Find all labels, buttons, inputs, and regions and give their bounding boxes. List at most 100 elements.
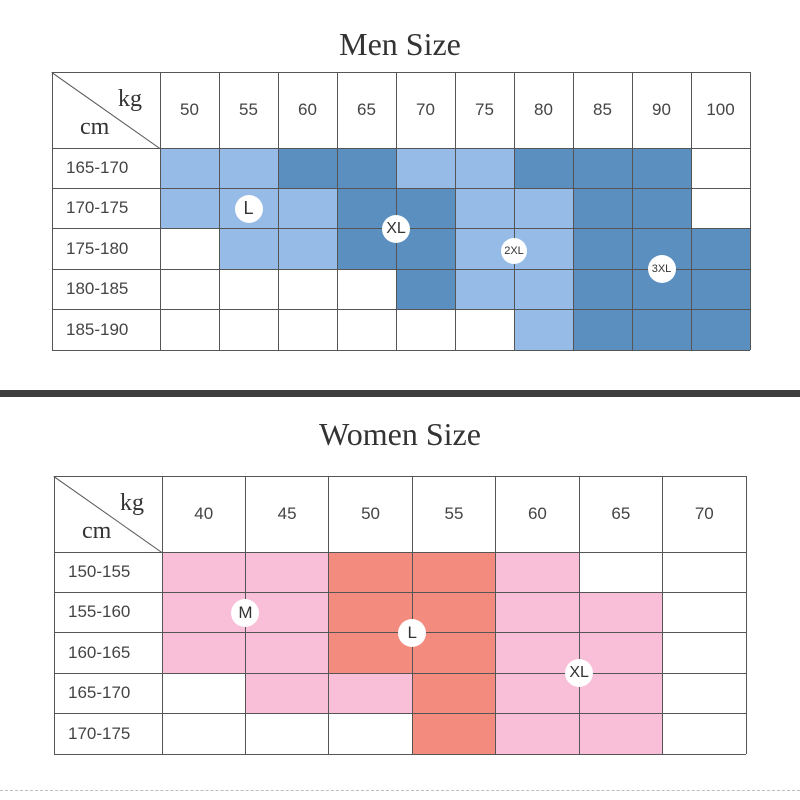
weight-column-header: 80 xyxy=(534,100,553,119)
grid-line-vertical xyxy=(513,72,515,350)
size-cell xyxy=(160,228,219,270)
size-cell xyxy=(219,228,278,270)
size-badge: XL xyxy=(382,214,410,243)
grid-line-vertical xyxy=(161,476,163,754)
size-cell xyxy=(514,269,573,310)
size-cell xyxy=(691,228,750,270)
size-cell xyxy=(328,673,413,714)
grid-line-vertical xyxy=(578,476,580,754)
height-row-label: 170-175 xyxy=(68,723,131,743)
size-cell xyxy=(579,632,663,674)
weight-unit-label: kg xyxy=(118,86,142,112)
weight-column-header: 40 xyxy=(194,504,214,523)
size-cell xyxy=(579,673,663,714)
size-cell xyxy=(412,592,496,633)
size-cell xyxy=(455,148,514,189)
size-cell xyxy=(579,713,663,754)
men-size-chart: kg cm 50 55 60 65 70 75 80 85 90 100 165-170 170-175 1… xyxy=(51,71,751,351)
grid-line-vertical xyxy=(572,72,574,350)
size-cell xyxy=(328,592,413,633)
height-unit-label: cm xyxy=(82,518,112,544)
weight-column-header: 60 xyxy=(298,100,317,119)
size-cell xyxy=(662,592,746,633)
size-cell xyxy=(337,269,396,310)
grid-line-vertical xyxy=(662,476,664,754)
height-row-label: 165-170 xyxy=(66,158,129,177)
grid-line-horizontal xyxy=(52,147,750,149)
weight-column-header: 85 xyxy=(593,100,612,119)
size-badge: 2XL xyxy=(501,238,527,265)
size-cell xyxy=(691,309,750,350)
weight-column-header: 70 xyxy=(694,504,714,523)
size-cell xyxy=(278,269,337,310)
size-cell xyxy=(573,148,632,189)
size-cell xyxy=(632,188,691,229)
size-badge: L xyxy=(398,618,427,647)
size-cell xyxy=(162,552,246,593)
grid-line-vertical xyxy=(495,476,497,754)
size-cell xyxy=(455,269,514,310)
weight-column-header: 45 xyxy=(277,504,297,523)
section-divider xyxy=(0,390,800,397)
grid-line-horizontal xyxy=(54,591,746,593)
size-badge: XL xyxy=(565,659,594,688)
grid-line-horizontal xyxy=(52,71,750,73)
size-cell xyxy=(495,673,580,714)
weight-column-header: 70 xyxy=(416,100,435,119)
size-cell xyxy=(337,148,396,189)
size-cell xyxy=(219,309,278,350)
size-cell xyxy=(162,673,246,714)
size-cell xyxy=(412,632,496,674)
size-cell xyxy=(495,632,580,674)
size-badge: 3XL xyxy=(647,255,676,284)
grid-line-vertical xyxy=(53,476,55,754)
height-unit-label: cm xyxy=(80,114,110,140)
size-cell xyxy=(573,269,632,310)
size-cell xyxy=(632,148,691,189)
size-cell xyxy=(278,309,337,350)
size-cell xyxy=(514,148,573,189)
size-cell xyxy=(579,552,663,593)
weight-column-header: 55 xyxy=(239,100,258,119)
grid-line-horizontal xyxy=(54,551,746,553)
size-cell xyxy=(495,552,580,593)
grid-line-vertical xyxy=(749,72,751,350)
size-cell xyxy=(219,148,278,189)
size-cell xyxy=(662,552,746,593)
weight-column-header: 65 xyxy=(611,504,631,523)
size-cell xyxy=(396,269,455,310)
size-cell xyxy=(245,713,329,754)
size-cell xyxy=(162,713,246,754)
grid-line-vertical xyxy=(328,476,330,754)
grid-line-vertical xyxy=(277,72,279,350)
grid-line-horizontal xyxy=(54,713,746,715)
grid-line-vertical xyxy=(454,72,456,350)
grid-line-vertical xyxy=(631,72,633,350)
grid-line-vertical xyxy=(218,72,220,350)
size-cell xyxy=(245,552,329,593)
size-cell xyxy=(573,228,632,270)
size-cell xyxy=(662,673,746,714)
size-cell xyxy=(278,148,337,189)
size-cell xyxy=(278,228,337,270)
size-cell xyxy=(278,188,337,229)
size-cell xyxy=(160,269,219,310)
size-cell xyxy=(328,552,413,593)
grid-line-vertical xyxy=(395,72,397,350)
grid-line-horizontal xyxy=(52,268,750,270)
weight-column-header: 90 xyxy=(652,100,671,119)
height-row-label: 165-170 xyxy=(68,683,131,703)
grid-line-horizontal xyxy=(54,475,746,477)
size-cell xyxy=(245,673,329,714)
men-size-title: Men Size xyxy=(339,26,461,62)
size-cell xyxy=(160,309,219,350)
weight-column-header: 75 xyxy=(475,100,494,119)
height-row-label: 180-185 xyxy=(66,279,129,299)
height-row-label: 155-160 xyxy=(68,602,131,622)
bottom-dashed-line xyxy=(0,790,800,791)
size-cell xyxy=(160,148,219,189)
height-row-label: 185-190 xyxy=(66,319,129,339)
grid-line-horizontal xyxy=(52,349,750,351)
height-row-label: 160-165 xyxy=(68,642,131,662)
size-cell xyxy=(412,673,496,714)
